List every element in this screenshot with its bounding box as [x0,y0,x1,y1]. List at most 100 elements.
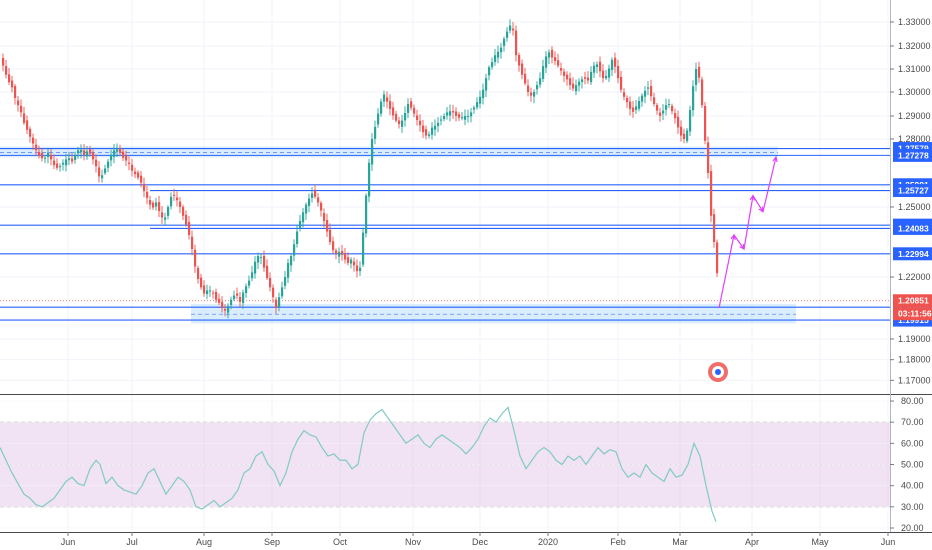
candle [587,71,590,84]
price-level-tag: 1.27278 [893,148,932,162]
candle-body [251,272,254,279]
candle [35,138,38,156]
candle [263,250,266,272]
candle-body [182,206,185,216]
candle [32,133,35,150]
candle [119,144,122,156]
candle [449,104,452,122]
candle-body [320,202,323,211]
candle [617,59,620,84]
candle [446,107,449,120]
candle [344,247,347,264]
candle [239,292,242,308]
candle [374,120,377,145]
candle [539,72,542,88]
price-tick-label: 1.31000 [898,64,931,74]
candle [428,131,431,139]
candle [509,19,512,34]
candle-body [17,100,20,106]
candle-body [638,101,641,109]
candle [191,230,194,256]
candle-body [647,87,650,89]
candle-body [260,257,263,259]
candle [293,239,296,262]
candle-body [686,130,689,142]
candle [455,107,458,122]
candle-body [710,171,713,216]
candle [371,133,374,171]
candle [179,196,182,214]
time-tick-label: 2020 [538,537,558,547]
candle [230,296,233,310]
candle-body [425,129,428,136]
price-level-tag: 1.25727 [893,184,932,198]
candle-body [347,257,350,263]
rsi-tick-label: 50.00 [901,460,924,470]
candle [182,204,185,221]
candle-body [704,105,707,141]
candle-body [107,161,110,168]
candle-body [62,162,65,165]
candle-body [635,106,638,110]
candle [512,22,515,36]
rsi-line [0,406,717,522]
projection-segment [762,156,777,212]
candle [317,193,320,207]
time-tick-label: Sep [264,537,280,547]
candle [521,59,524,80]
candle-body [137,172,140,178]
candle [104,164,107,176]
candle-body [44,157,47,159]
candle [170,192,173,210]
candle [302,208,305,228]
candle [5,59,8,79]
candle [137,170,140,180]
candle [575,79,578,96]
candle-body [467,116,470,117]
candle [515,25,518,62]
candle-body [317,197,320,203]
candle-body [29,128,32,137]
candle-body [680,126,683,136]
candle [554,51,557,65]
candle-body [563,71,566,76]
candle [377,108,380,128]
candle-body [449,111,452,116]
candle [161,206,164,225]
candle [395,110,398,123]
candle [593,61,596,78]
candle [611,57,614,77]
candle [356,259,359,278]
candle-body [323,213,326,221]
candle [107,158,110,173]
candle [650,79,653,102]
event-flag-icon[interactable] [708,362,728,382]
projection-segment [752,195,764,212]
rsi-tick-label: 30.00 [901,502,924,512]
candle-body [134,171,137,175]
candle [602,64,605,83]
candle [470,107,473,123]
candle-body [491,62,494,68]
candle [188,215,191,240]
time-axis[interactable]: Jun Jul Aug Sep Oct Nov Dec 2020 Feb Mar Apr May Jun [61,532,896,547]
price-axis[interactable]: 1.33000 1.32000 1.31000 1.30000 1.29000 1.280… [890,17,932,533]
candle [50,148,53,166]
candle [233,290,236,302]
candle [671,103,674,115]
candle [422,119,425,138]
candle-body [296,231,299,245]
candle-body [269,277,272,288]
candle [452,104,455,119]
grid-lines [0,0,932,533]
candle-body [257,256,260,263]
candle-body [551,49,554,58]
candle-body [344,254,347,260]
candle [404,106,407,127]
candle [110,149,113,167]
candle-body [659,112,662,116]
time-tick-label: May [811,537,829,547]
candle [245,283,248,298]
candle-body [254,261,257,274]
